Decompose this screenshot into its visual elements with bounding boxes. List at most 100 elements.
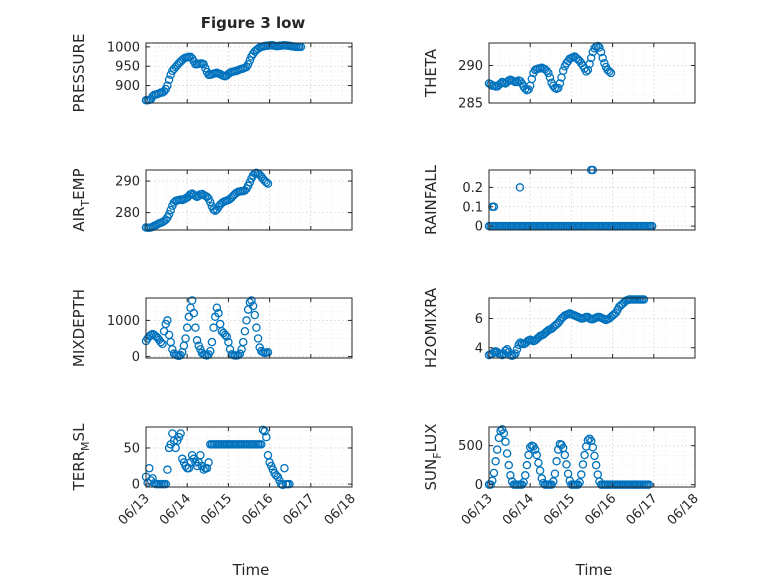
data-point xyxy=(280,463,289,473)
subplot-5: 0 1000 MIXDEPTH xyxy=(70,289,353,367)
subplot-8: 0 500 06/13 06/14 06/15 06/16 06/17 06/18 SUNFLU… xyxy=(422,424,702,529)
data-point xyxy=(252,323,261,332)
data-point xyxy=(181,334,190,343)
data-point xyxy=(164,75,174,85)
x-tick-label: 06/17 xyxy=(281,491,318,528)
data-point xyxy=(201,63,210,73)
data-point xyxy=(262,178,271,187)
figure-title: Figure 3 low xyxy=(201,14,306,32)
x-tick-label: 06/18 xyxy=(665,491,702,528)
data-point xyxy=(549,477,558,486)
data-point xyxy=(202,463,212,473)
data-point xyxy=(489,468,499,478)
x-tick-label: 06/17 xyxy=(624,491,661,528)
x-tick-label: 06/15 xyxy=(198,491,235,528)
subplot-6: 4 6 H2OMIXRA xyxy=(422,287,696,368)
data-point xyxy=(581,67,591,76)
data-point xyxy=(606,68,616,78)
data-point xyxy=(285,479,294,489)
y-tick-label: 0.1 xyxy=(462,200,483,215)
y-axis-label-6: H2OMIXRA xyxy=(422,287,440,368)
data-point xyxy=(161,479,171,489)
axes-box xyxy=(145,426,353,488)
y-axis-label-5: MIXDEPTH xyxy=(70,289,88,367)
data-point xyxy=(517,480,527,489)
data-point xyxy=(247,296,256,305)
x-tick-label: 06/13 xyxy=(459,491,496,528)
data-point xyxy=(176,429,185,438)
data-point xyxy=(158,339,167,349)
data-point xyxy=(588,443,598,452)
data-point xyxy=(512,344,522,354)
plot-area xyxy=(488,169,696,231)
data-point xyxy=(586,53,596,63)
y-tick-label: 290 xyxy=(458,59,483,74)
data-point xyxy=(163,316,172,325)
data-point xyxy=(512,77,522,87)
y-axis-label-1: PRESSURE xyxy=(70,34,88,113)
axes-box xyxy=(488,169,696,231)
data-point xyxy=(486,480,495,489)
data-point xyxy=(553,83,563,93)
data-point xyxy=(209,205,218,214)
data-point xyxy=(245,178,255,187)
data-point xyxy=(578,460,588,469)
subplot-2: 285 290 THETA xyxy=(422,41,696,112)
data-point xyxy=(166,205,175,215)
data-point xyxy=(591,460,601,470)
data-point xyxy=(250,310,260,320)
data-point xyxy=(499,428,509,438)
data-point xyxy=(605,67,614,76)
axes-box xyxy=(488,42,696,104)
data-point xyxy=(522,460,532,470)
data-point xyxy=(206,197,215,207)
data-point xyxy=(555,79,565,88)
y-tick-label: 0 xyxy=(132,350,140,365)
data-point xyxy=(214,308,223,318)
x-tick-label: 06/14 xyxy=(500,491,537,528)
subplot-4: 0 0.1 0.2 RAINFALL xyxy=(422,164,696,235)
y-tick-label: 290 xyxy=(115,175,140,190)
data-point xyxy=(525,443,535,452)
data-point xyxy=(545,73,555,82)
data-point xyxy=(575,478,584,487)
data-point xyxy=(212,303,222,313)
x-tick-label: 06/18 xyxy=(322,491,359,528)
y-tick-label: 285 xyxy=(458,97,483,112)
y-tick-label: 950 xyxy=(115,60,140,75)
axes-box xyxy=(488,426,696,488)
data-point xyxy=(530,445,540,454)
data-point xyxy=(573,480,583,489)
y-tick-label: 0.2 xyxy=(462,181,483,196)
y-tick-label: 1000 xyxy=(107,40,140,55)
data-point xyxy=(263,347,273,357)
data-point xyxy=(191,323,200,332)
data-point xyxy=(189,308,199,318)
data-point xyxy=(260,427,269,436)
data-point xyxy=(598,53,607,63)
data-series xyxy=(484,41,616,95)
data-point xyxy=(248,301,258,311)
y-tick-label: 0 xyxy=(475,478,483,493)
y-axis-label-2: THETA xyxy=(422,48,440,98)
data-point xyxy=(199,60,208,69)
data-point xyxy=(511,349,520,358)
data-point xyxy=(164,209,174,219)
data-series xyxy=(141,425,294,490)
subplot-3: 280 290 AIRTEMP xyxy=(70,168,353,233)
data-point xyxy=(192,336,202,345)
plot-area xyxy=(488,42,696,104)
data-point xyxy=(515,183,525,192)
data-point xyxy=(235,349,245,358)
data-point xyxy=(502,449,512,458)
data-point xyxy=(562,460,571,469)
data-point xyxy=(243,60,253,69)
y-tick-label: 280 xyxy=(115,206,140,221)
y-axis-label-8: SUNFLUX xyxy=(422,424,444,491)
data-point xyxy=(245,56,255,65)
data-point xyxy=(558,66,568,76)
data-point xyxy=(644,480,654,489)
data-point xyxy=(542,66,551,76)
x-tick-label: 06/15 xyxy=(541,491,578,528)
